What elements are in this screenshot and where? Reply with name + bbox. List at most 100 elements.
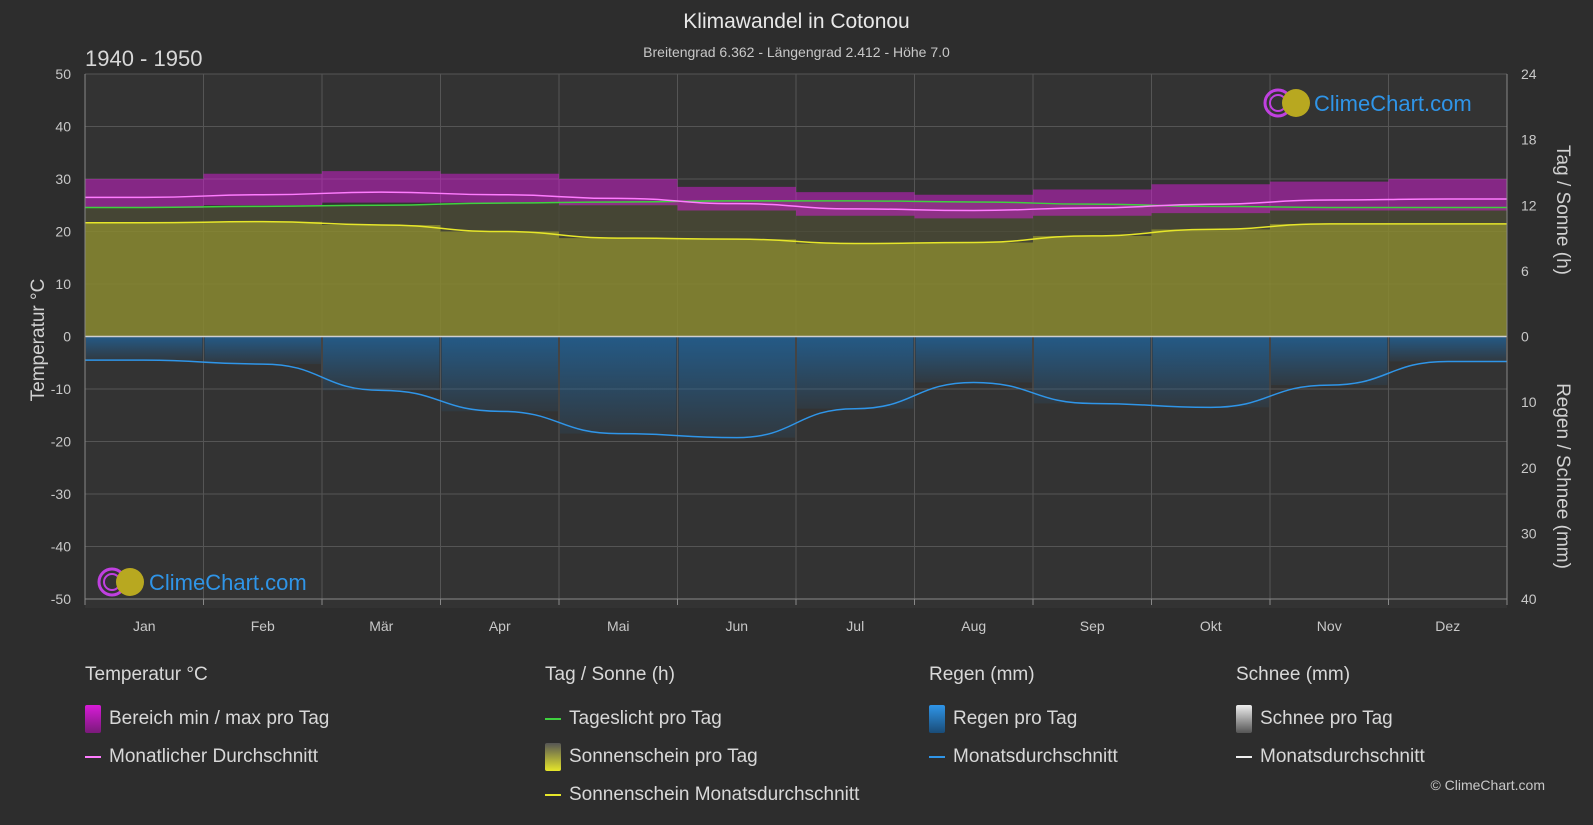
legend-temperature: Temperatur °C Bereich min / max pro Tag …: [85, 664, 329, 776]
temp-range-band: [440, 173, 559, 203]
daylight-band: [1388, 207, 1507, 224]
sunshine-bar: [677, 239, 796, 337]
range-swatch: [85, 705, 101, 733]
left-tick-label: 10: [55, 276, 71, 292]
sunshine-bar: [1388, 223, 1507, 337]
rain-bar: [1152, 336, 1269, 408]
sunshine-bar: [1270, 223, 1389, 337]
logo-sun-icon: [116, 568, 144, 596]
month-tick-label: Mai: [607, 618, 630, 634]
daylight-band: [85, 207, 204, 223]
right-tick-label-hours: 24: [1521, 66, 1537, 82]
sunshine-bar: [559, 238, 678, 337]
right-axis-label-top: Tag / Sonne (h): [1552, 145, 1573, 275]
rain-bar: [86, 336, 203, 361]
legend-rain-title: Regen (mm): [929, 664, 1035, 685]
rain-avg-line: [85, 359, 1507, 439]
daylight-line: [84, 200, 1507, 209]
legend-sun-title: Tag / Sonne (h): [545, 664, 675, 685]
month-tick-label: Jun: [725, 618, 748, 634]
legend-temperature-title: Temperatur °C: [85, 664, 208, 685]
right-tick-label-mm: 30: [1521, 525, 1537, 541]
month-tick-label: Dez: [1435, 618, 1460, 634]
brand-logo-top[interactable]: ClimeChart.com: [1263, 88, 1472, 118]
left-tick-label: -40: [51, 539, 71, 555]
legend-snow-label: Schnee pro Tag: [1260, 708, 1393, 729]
tick-labels: 50 40 30 20 10 0 -10 -20 -30 -40 -50 Jan Feb Mär Apr Ma…: [51, 66, 1537, 634]
legend-temp-avg-label: Monatlicher Durchschnitt: [109, 746, 319, 767]
rain-bar: [915, 336, 1032, 383]
rain-series: [86, 336, 1506, 438]
snow-swatch: [1236, 705, 1252, 733]
daylight-swatch: [545, 718, 561, 720]
right-tick-label-hours: 12: [1521, 197, 1537, 213]
sunshine-avg-swatch: [545, 794, 561, 796]
temp-avg-line: [85, 191, 1507, 212]
month-tick-label: Jan: [133, 618, 156, 634]
legend-sunshine-label: Sonnenschein pro Tag: [569, 746, 758, 767]
left-axis-label: Temperatur °C: [28, 279, 49, 402]
sunshine-bar: [85, 222, 204, 337]
temp-range-band: [1388, 179, 1507, 211]
left-tick-label: -20: [51, 434, 71, 450]
sunshine-bar: [1033, 235, 1152, 337]
sunshine-series: [85, 200, 1507, 337]
month-tick-label: Nov: [1317, 618, 1342, 634]
temp-range-band: [85, 179, 204, 208]
left-tick-label: 50: [55, 66, 71, 82]
rain-bar: [560, 336, 677, 434]
right-tick-label-hours: 6: [1521, 263, 1529, 279]
brand-logo-bottom[interactable]: ClimeChart.com: [97, 567, 307, 597]
month-tick-label: Okt: [1200, 618, 1222, 634]
climate-chart: 50 40 30 20 10 0 -10 -20 -30 -40 -50 Jan Feb Mär Apr Ma…: [28, 66, 1573, 634]
month-tick-label: Mär: [369, 618, 393, 634]
temp-range-band: [1033, 189, 1152, 216]
logo-sun-icon: [1282, 89, 1310, 117]
axes: [84, 74, 1508, 605]
chart-subtitle: Breitengrad 6.362 - Längengrad 2.412 - H…: [643, 44, 950, 60]
rain-bar: [204, 336, 321, 365]
rain-bar: [1271, 336, 1388, 386]
chart-title: Klimawandel in Cotonou: [683, 10, 910, 33]
sunshine-avg-line: [84, 220, 1507, 245]
average-lines: [84, 191, 1507, 439]
sunshine-swatch: [545, 743, 561, 771]
sunshine-bar: [914, 242, 1033, 337]
temp-range-band: [1270, 181, 1389, 211]
right-tick-label-mm: 20: [1521, 460, 1537, 476]
left-tick-label: 20: [55, 224, 71, 240]
brand-name-bottom: ClimeChart.com: [149, 570, 307, 595]
month-tick-label: Aug: [961, 618, 986, 634]
legend-rain-label: Regen pro Tag: [953, 708, 1078, 729]
left-tick-label: 30: [55, 171, 71, 187]
rain-avg-swatch: [929, 756, 945, 758]
copyright: © ClimeChart.com: [1430, 777, 1545, 793]
daylight-band: [203, 206, 322, 222]
temp-range-band: [203, 173, 322, 206]
brand-name-top: ClimeChart.com: [1314, 91, 1472, 116]
left-tick-label: -50: [51, 591, 71, 607]
rain-swatch: [929, 705, 945, 733]
rain-bar: [441, 336, 558, 412]
sunshine-bar: [440, 231, 559, 337]
left-tick-label: 0: [63, 329, 71, 345]
left-tick-label: -30: [51, 486, 71, 502]
period-label: 1940 - 1950: [85, 46, 203, 71]
left-tick-label: 40: [55, 119, 71, 135]
rain-bar: [323, 336, 440, 391]
rain-bar: [1034, 336, 1151, 404]
legend-rain: Regen (mm) Regen pro Tag Monatsdurchschn…: [929, 664, 1118, 776]
rain-bar: [678, 336, 795, 438]
temp-range-band: [914, 194, 1033, 219]
daylight-band: [322, 205, 441, 225]
legend-sun: Tag / Sonne (h) Tageslicht pro Tag Sonne…: [545, 664, 859, 814]
legend-snow: Schnee (mm) Schnee pro Tag Monatsdurchsc…: [1236, 664, 1425, 776]
temp-range-band: [796, 192, 915, 216]
rain-bar: [797, 336, 914, 409]
month-tick-label: Feb: [251, 618, 275, 634]
temp-range-band: [1151, 184, 1270, 214]
legend-snow-title: Schnee (mm): [1236, 664, 1351, 685]
temp-range-band: [559, 179, 678, 206]
legend-sunshine-avg-label: Sonnenschein Monatsdurchschnitt: [569, 784, 860, 805]
avg-swatch: [85, 756, 101, 758]
